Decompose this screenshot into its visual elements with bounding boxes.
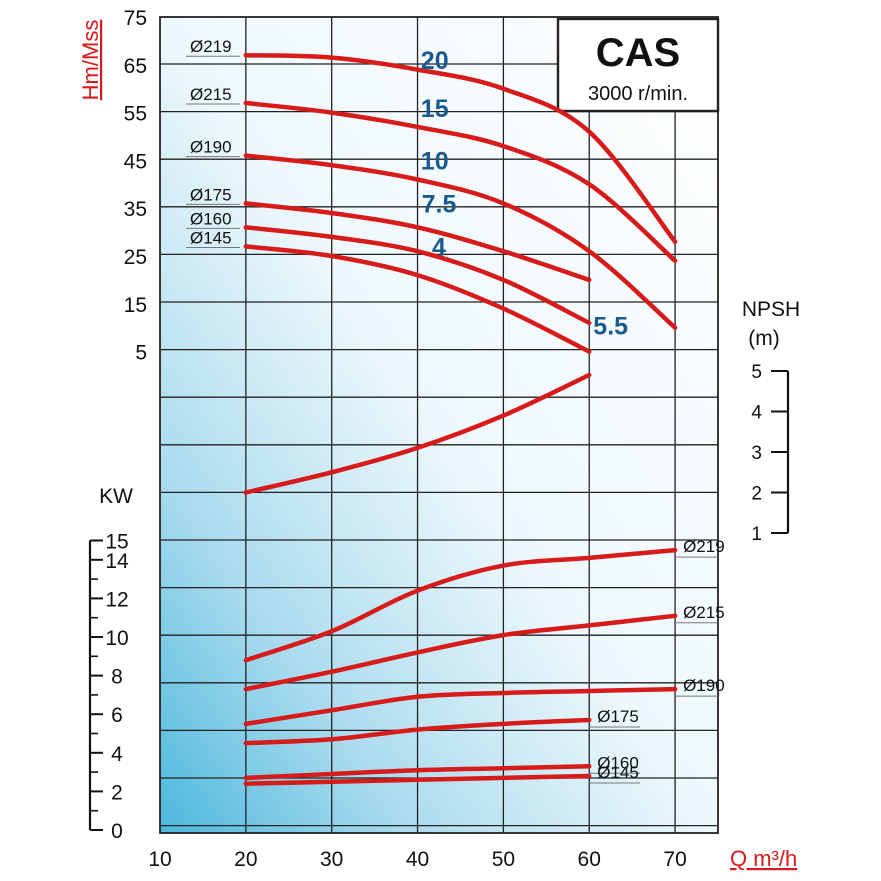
head-curve-219 <box>243 52 678 244</box>
label-leaders <box>186 55 718 784</box>
head-curve-190 <box>243 153 678 330</box>
power-curve-215 <box>243 613 678 692</box>
head-tick-label: 35 <box>124 198 147 221</box>
npsh-tick-label: 5 <box>751 362 762 383</box>
motor-power-label: 5.5 <box>593 312 628 340</box>
kw-tick-label: 2 <box>111 781 123 804</box>
motor-power-label: 7.5 <box>422 190 457 218</box>
x-tick-label: 30 <box>320 848 343 871</box>
power-curve-label: Ø215 <box>683 603 725 622</box>
power-curve-160 <box>243 764 592 781</box>
head-tick-label: 45 <box>124 150 147 173</box>
head-curve-label: Ø215 <box>190 85 232 104</box>
kw-axis-label: KW <box>99 485 133 508</box>
x-tick-label: 60 <box>578 848 601 871</box>
x-tick-label: 40 <box>406 848 429 871</box>
kw-tick-label: 6 <box>111 704 123 727</box>
motor-power-label: 15 <box>421 95 449 123</box>
head-tick-label: 5 <box>135 342 147 365</box>
power-curve-145 <box>243 773 592 786</box>
title-box <box>556 17 720 113</box>
head-curve-160 <box>243 225 592 326</box>
head-tick-label: 25 <box>124 246 147 269</box>
kw-tick-label: 14 <box>105 550 129 573</box>
head-tick-label: 75 <box>124 7 147 30</box>
power-curve-label: Ø219 <box>683 537 725 556</box>
npsh-tick-label: 2 <box>751 484 762 505</box>
npsh-tick-label: 1 <box>751 524 762 545</box>
head-tick-label: 65 <box>124 55 147 78</box>
power-curve-label: Ø190 <box>683 676 725 695</box>
x-axis-label: Q m³/h <box>730 846 797 871</box>
head-curve-145 <box>243 244 592 354</box>
chart-subtitle: 3000 r/min. <box>588 83 688 105</box>
head-axis-label: Hm/Mss <box>78 20 103 101</box>
power-curve-label: Ø160 <box>597 753 639 772</box>
power-curve-label: Ø145 <box>597 763 639 782</box>
x-tick-label: 70 <box>663 848 686 871</box>
kw-tick-label: 0 <box>111 820 123 843</box>
motor-power-label: 10 <box>421 147 449 175</box>
head-curve-label: Ø160 <box>190 209 232 228</box>
head-curve-label: Ø175 <box>190 185 232 204</box>
power-curve-190 <box>243 686 678 727</box>
head-curve-215 <box>243 100 678 264</box>
kw-tick-label: 15 <box>105 531 128 554</box>
x-tick-label: 20 <box>234 848 257 871</box>
npsh-tick-label: 3 <box>751 443 762 464</box>
npsh-axis: 5 4 3 2 1 <box>751 362 790 545</box>
curve-labels: Ø219Ø215Ø190Ø175Ø160Ø1452015107.545.5Ø21… <box>190 37 725 782</box>
npsh-unit-label: (m) <box>748 327 779 350</box>
kw-tick-label: 4 <box>111 743 123 766</box>
head-curve-175 <box>243 201 592 283</box>
x-tick-label: 50 <box>492 848 515 871</box>
plot-frame <box>159 16 719 834</box>
head-curve-label: Ø190 <box>190 138 232 157</box>
chart-title: CAS <box>596 31 680 75</box>
power-curve-175 <box>243 717 592 746</box>
npsh-curve <box>243 372 592 495</box>
power-curve-label: Ø175 <box>597 707 639 726</box>
axis-ticks: 10 20 30 40 50 60 70 75 65 55 45 35 25 15 5 <box>124 7 687 871</box>
head-curve-label: Ø219 <box>190 37 232 56</box>
power-curve-219 <box>243 547 678 663</box>
kw-tick-label: 10 <box>105 627 128 650</box>
x-tick-label: 10 <box>148 848 171 871</box>
head-tick-label: 55 <box>124 103 147 126</box>
kw-tick-label: 12 <box>105 588 128 611</box>
motor-power-label: 20 <box>421 47 449 75</box>
npsh-tick-label: 4 <box>751 403 762 424</box>
curves <box>243 52 678 786</box>
head-tick-label: 15 <box>124 294 147 317</box>
npsh-axis-label: NPSH <box>742 298 800 321</box>
motor-power-label: 4 <box>432 233 446 261</box>
head-curve-label: Ø145 <box>190 228 232 247</box>
kw-tick-label: 8 <box>111 666 123 689</box>
